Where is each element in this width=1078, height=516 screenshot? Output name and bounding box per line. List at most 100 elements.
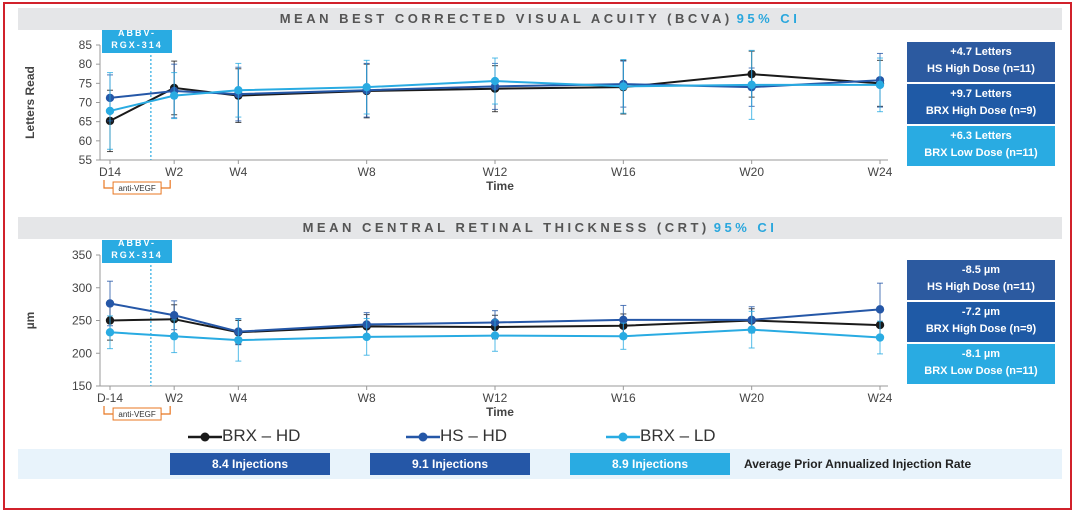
bcva-y-tick-label: 60 xyxy=(79,134,93,148)
crt-result-brx-low-group: BRX Low Dose (n=11) xyxy=(924,365,1038,377)
legend-label-brx-hd: BRX – HD xyxy=(222,426,301,445)
crt-series-0-line xyxy=(109,318,881,334)
bcva-treatment-label: RGX-314 xyxy=(111,40,163,50)
crt-series-1-point xyxy=(105,299,115,308)
legend-item-brx-ld: BRX – LD xyxy=(606,426,716,446)
bcva-series-2-point xyxy=(169,91,179,100)
bcva-y-tick-label: 65 xyxy=(79,115,93,129)
crt-series-2-point xyxy=(169,332,179,341)
crt-x-tick-label: W16 xyxy=(611,391,636,405)
bcva-y-tick-label: 55 xyxy=(79,153,93,167)
bcva-series-2-point xyxy=(875,80,885,90)
bcva-result-hs-high-group: HS High Dose (n=11) xyxy=(927,63,1035,75)
bcva-x-axis-label: Time xyxy=(486,179,514,193)
crt-x-tick-label: D-14 xyxy=(97,391,123,405)
bcva-x-tick-label: W8 xyxy=(358,165,376,179)
bcva-series-2-point xyxy=(619,82,628,91)
bcva-y-tick-label: 80 xyxy=(79,57,93,71)
crt-treatment-label: ABBV- xyxy=(118,240,156,248)
bcva-series-0-line xyxy=(109,73,881,122)
crt-y-tick-label: 250 xyxy=(72,314,92,328)
crt-result-hs-high-group: HS High Dose (n=11) xyxy=(927,281,1035,293)
injection-brx-hd: 8.4 Injections xyxy=(170,453,330,475)
crt-result-brx-high-value: -7.2 µm xyxy=(961,306,1001,318)
bcva-y-tick-label: 75 xyxy=(79,76,93,90)
crt-series-2-point xyxy=(362,332,371,342)
crt-y-axis-label: µm xyxy=(23,312,37,330)
bcva-series-2-point xyxy=(105,106,115,116)
crt-treatment-label: RGX-314 xyxy=(111,250,163,260)
bcva-treatment-box xyxy=(102,30,172,53)
injection-caption: Average Prior Annualized Injection Rate xyxy=(744,457,972,471)
crt-result-brx-high-group: BRX High Dose (n=9) xyxy=(925,323,1037,335)
bcva-series-2-point xyxy=(362,82,371,92)
crt-result-hs-high: -8.5 µm HS High Dose (n=11) xyxy=(907,260,1055,300)
bcva-series-2-point xyxy=(747,80,756,90)
injection-hs-hd: 9.1 Injections xyxy=(370,453,530,475)
crt-x-tick-label: W20 xyxy=(739,391,764,405)
legend-swatch-brx-ld xyxy=(606,432,640,442)
figure-frame xyxy=(3,2,1072,510)
crt-series-2-point xyxy=(234,335,243,345)
legend-swatch-hs-hd xyxy=(406,432,440,442)
bcva-x-tick-label: W20 xyxy=(739,165,764,179)
injection-brx-ld: 8.9 Injections xyxy=(570,453,730,475)
bcva-series-2-line xyxy=(109,80,880,112)
bcva-series-2-point xyxy=(490,76,500,86)
bcva-x-tick-label: W2 xyxy=(165,165,183,179)
crt-treatment-box xyxy=(102,240,172,263)
crt-y-tick-label: 300 xyxy=(72,281,92,295)
crt-result-brx-low-value: -8.1 µm xyxy=(961,348,1001,360)
crt-series-2-line xyxy=(109,328,881,342)
crt-y-tick-label: 200 xyxy=(72,346,92,360)
bcva-result-brx-low: +6.3 Letters BRX Low Dose (n=11) xyxy=(907,126,1055,166)
crt-series-2-point xyxy=(875,333,885,342)
crt-y-tick-label: 150 xyxy=(72,379,92,393)
crt-title: MEAN CENTRAL RETINAL THICKNESS (CRT) xyxy=(302,220,710,235)
bcva-treatment-label: ABBV- xyxy=(118,30,156,38)
crt-chart: 150 200 250 300 350 D-14 W2 W4 W8 W12 W16 W20 W24 Tim… xyxy=(23,240,893,421)
crt-anti-vegf-box xyxy=(112,407,162,421)
crt-series-1-point xyxy=(169,311,179,320)
crt-x-tick-label: W4 xyxy=(229,391,247,405)
legend-item-hs-hd: HS – HD xyxy=(406,426,507,446)
bcva-y-tick-label: 70 xyxy=(79,96,93,110)
crt-series-2-point xyxy=(490,331,500,340)
legend-swatch-brx-hd xyxy=(188,432,222,442)
bcva-series-2-point xyxy=(234,86,243,95)
bcva-result-hs-high: +4.7 Letters HS High Dose (n=11) xyxy=(907,42,1055,82)
bcva-result-brx-low-value: +6.3 Letters xyxy=(950,130,1012,142)
bcva-y-axis-label: Letters Read xyxy=(23,66,37,139)
bcva-result-brx-low-group: BRX Low Dose (n=11) xyxy=(924,147,1038,159)
bcva-title-banner: MEAN BEST CORRECTED VISUAL ACUITY (BCVA)… xyxy=(18,8,1062,30)
crt-series-2-point xyxy=(105,328,115,337)
crt-y-tick-label: 350 xyxy=(72,248,92,262)
bcva-anti-vegf-box xyxy=(112,181,162,195)
crt-x-tick-label: W8 xyxy=(358,391,376,405)
crt-anti-vegf-label: anti-VEGF xyxy=(118,410,155,419)
crt-series-2-point xyxy=(619,332,628,341)
crt-series-1-point xyxy=(875,305,885,314)
bcva-result-brx-high-group: BRX High Dose (n=9) xyxy=(925,105,1037,117)
crt-series-1-point xyxy=(619,315,628,325)
bcva-chart: 55 60 65 70 75 80 85 D14 W2 W4 W8 W12 W16 W20 W24 Time L… xyxy=(23,30,893,195)
crt-ci-label: 95% CI xyxy=(713,220,778,235)
bcva-x-tick-label: W24 xyxy=(868,165,893,179)
legend-item-brx-hd: BRX – HD xyxy=(188,426,300,446)
crt-x-tick-label: W12 xyxy=(483,391,508,405)
crt-x-tick-label: W2 xyxy=(165,391,183,405)
bcva-x-tick-label: W4 xyxy=(229,165,247,179)
bcva-x-tick-label: D14 xyxy=(99,165,121,179)
legend-label-brx-ld: BRX – LD xyxy=(640,426,716,445)
crt-x-axis-label: Time xyxy=(486,405,514,419)
bcva-x-tick-label: W12 xyxy=(483,165,508,179)
bcva-result-brx-high: +9.7 Letters BRX High Dose (n=9) xyxy=(907,84,1055,124)
crt-result-brx-high: -7.2 µm BRX High Dose (n=9) xyxy=(907,302,1055,342)
crt-series-1-line xyxy=(109,302,881,333)
bcva-y-tick-label: 85 xyxy=(79,38,93,52)
crt-result-hs-high-value: -8.5 µm xyxy=(961,264,1001,276)
crt-title-banner: MEAN CENTRAL RETINAL THICKNESS (CRT) 95% … xyxy=(18,217,1062,239)
crt-series-2-point xyxy=(747,325,756,334)
crt-result-brx-low: -8.1 µm BRX Low Dose (n=11) xyxy=(907,344,1055,384)
bcva-anti-vegf-label: anti-VEGF xyxy=(118,184,155,193)
